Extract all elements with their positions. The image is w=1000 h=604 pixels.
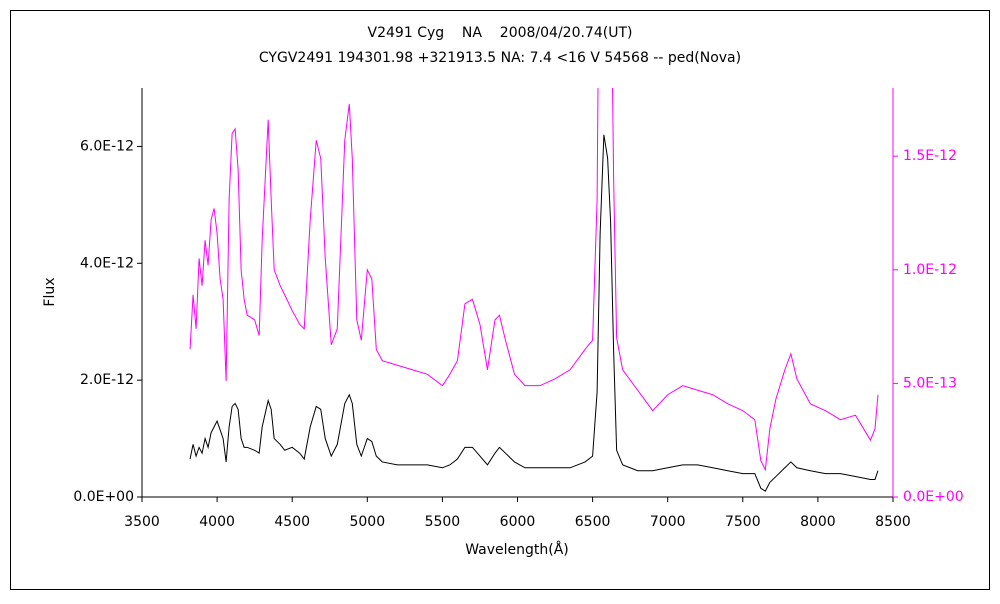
y-tick-label: 4.0E-12 [80,255,134,271]
y-axis-label: Flux [42,277,58,306]
chart-title: V2491 Cyg NA 2008/04/20.74(UT) [368,25,633,41]
x-tick-label: 4500 [274,514,310,530]
y2-tick-label: 0.0E+00 [903,489,964,505]
spectrum-line [189,134,879,492]
chart-subtitle: CYGV2491 194301.98 +321913.5 NA: 7.4 <16… [259,50,741,66]
x-tick-label: 8000 [800,514,836,530]
y-tick-label: 0.0E+00 [73,489,134,505]
y-tick-label: 6.0E-12 [80,138,134,154]
x-axis-label: Wavelength(Å) [465,541,569,558]
x-tick-label: 8500 [875,514,911,530]
y-tick-label: 2.0E-12 [80,372,134,388]
x-tick-label: 3500 [124,514,160,530]
y2-tick-label: 1.0E-12 [903,262,957,278]
x-tick-label: 5500 [425,514,461,530]
frame [10,10,990,590]
x-tick-label: 7500 [725,514,761,530]
y2-tick-label: 5.0E-13 [903,375,957,391]
x-tick-label: 6500 [575,514,611,530]
spectrum-line [189,88,879,472]
x-tick-label: 7000 [650,514,686,530]
y2-tick-label: 1.5E-12 [903,148,957,164]
x-tick-label: 5000 [349,514,385,530]
x-tick-label: 4000 [199,514,235,530]
x-tick-label: 6000 [500,514,536,530]
plot-area [189,88,879,492]
